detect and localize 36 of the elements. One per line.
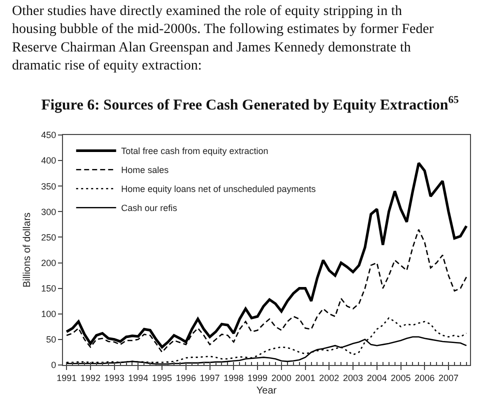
- x-tick-label: 1997: [200, 372, 220, 383]
- x-tick-label: 2004: [366, 372, 387, 383]
- x-tick-label: 2007: [438, 372, 459, 383]
- x-tick-label: 2002: [319, 372, 340, 383]
- y-tick-label: 450: [41, 130, 56, 140]
- x-tick-label: 1998: [224, 372, 244, 383]
- x-tick-label: 1999: [248, 372, 268, 383]
- y-tick-label: 300: [41, 206, 56, 217]
- legend-label: Home sales: [121, 165, 170, 176]
- y-tick-label: 50: [46, 334, 56, 345]
- x-tick-label: 1995: [152, 372, 172, 383]
- y-tick-label: 250: [41, 232, 56, 242]
- legend-label: Home equity loans net of unscheduled payments: [121, 184, 316, 194]
- x-tick-label: 1993: [104, 372, 124, 383]
- y-tick-label: 100: [41, 309, 56, 320]
- x-tick-label: 2001: [295, 372, 316, 383]
- chart-title: Figure 6: Sources of Free Cash Generated by Equity Extraction$^{65}$: [41, 95, 459, 114]
- x-tick-label: 2005: [390, 372, 411, 383]
- y-tick-label: 150: [41, 283, 56, 294]
- legend-label: Total free cash from equity extraction: [121, 146, 268, 156]
- y-tick-label: 0: [51, 360, 56, 370]
- line-series: [65, 162, 468, 348]
- x-axis-title: Year: [256, 385, 278, 396]
- x-tick-label: 1996: [176, 372, 196, 383]
- x-tick-label: 1992: [80, 372, 100, 383]
- y-axis-title: Billions of dollars: [22, 212, 34, 288]
- x-tick-label: 2006: [414, 372, 435, 383]
- x-tick-label: 2000: [271, 372, 292, 383]
- x-tick-label: 1991: [56, 372, 77, 383]
- x-tick-label: 1994: [128, 372, 148, 383]
- y-tick-label: 400: [41, 156, 56, 166]
- text: Other studies have directly examined the role of equity stripping in th housing bubble of the mid-2000s. The following estimates by former Feder Reserve Chairman Alan Greenspan and James Kennedy demonstrate th dramatic rise of equity extraction:: [12, 4, 434, 74]
- legend-label: Cash our refis: [121, 203, 178, 214]
- x-tick-label: 2003: [343, 372, 364, 383]
- y-tick-label: 350: [41, 181, 56, 192]
- y-tick-label: 200: [41, 258, 56, 268]
